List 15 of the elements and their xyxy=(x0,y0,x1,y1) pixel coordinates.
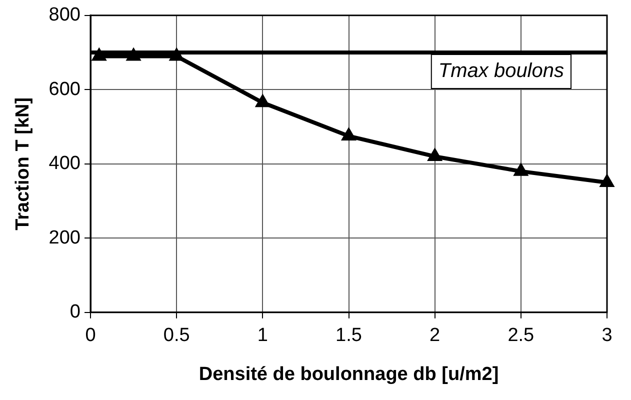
ref-line-label: Tmax boulons xyxy=(438,60,564,82)
x-tick-label: 0.5 xyxy=(163,325,190,346)
x-tick-label: 0 xyxy=(85,325,96,346)
y-tick-label: 600 xyxy=(48,78,80,100)
x-tick-label: 2 xyxy=(430,325,440,346)
x-tick-label: 3 xyxy=(602,325,612,346)
y-axis-title: Traction T [kN] xyxy=(12,97,34,230)
y-tick-label: 400 xyxy=(48,153,80,174)
y-tick-label: 200 xyxy=(48,227,80,248)
y-tick-label: 800 xyxy=(48,4,80,26)
x-tick-label: 1.5 xyxy=(336,325,362,346)
x-tick-label: 2.5 xyxy=(508,325,534,346)
y-tick-label: 0 xyxy=(70,302,80,323)
x-tick-label: 1 xyxy=(257,325,268,346)
x-axis-title: Densité de boulonnage db [u/m2] xyxy=(198,364,499,385)
